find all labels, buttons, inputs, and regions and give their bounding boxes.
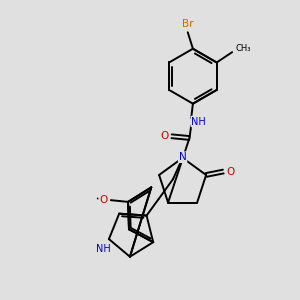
Text: CH₃: CH₃	[236, 44, 251, 52]
Text: N: N	[179, 152, 187, 162]
Text: NH: NH	[96, 244, 111, 254]
Text: O: O	[99, 195, 107, 205]
Text: O: O	[160, 131, 169, 141]
Text: Br: Br	[182, 19, 194, 29]
Text: O: O	[226, 167, 234, 176]
Text: NH: NH	[191, 116, 206, 127]
